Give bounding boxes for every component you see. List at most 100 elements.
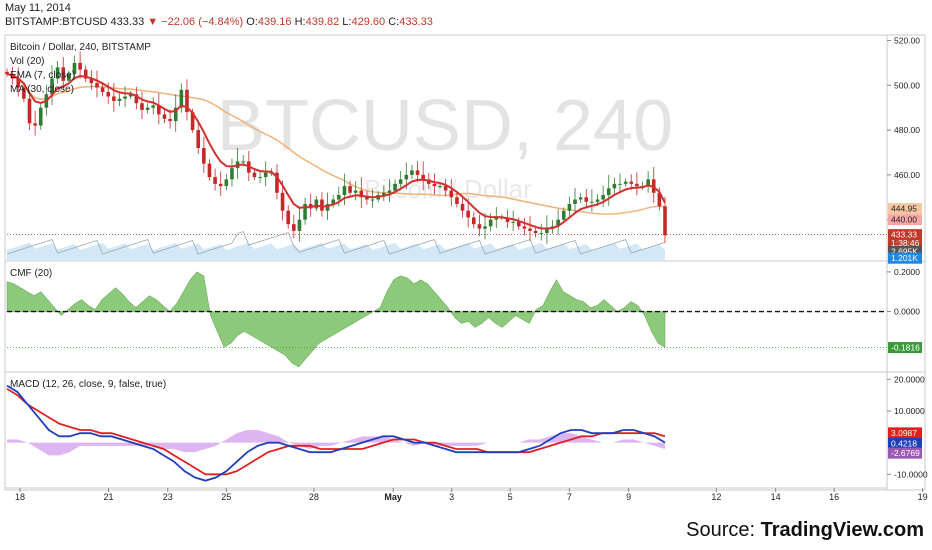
candle-body bbox=[556, 219, 560, 227]
candle-body bbox=[365, 197, 369, 200]
candle-body bbox=[533, 230, 538, 234]
candle-body bbox=[488, 219, 493, 227]
macd-badge bbox=[888, 427, 922, 439]
candle-body bbox=[151, 105, 156, 108]
candle-body bbox=[618, 183, 622, 185]
candle-body bbox=[168, 118, 172, 122]
candle-body bbox=[27, 98, 32, 124]
close-label: C: bbox=[388, 16, 400, 28]
candle-body bbox=[241, 161, 246, 163]
ema-line bbox=[6, 73, 666, 230]
macd-badge-label: 0.4218 bbox=[891, 438, 917, 448]
candle-body bbox=[224, 179, 229, 187]
candle-body bbox=[578, 197, 583, 200]
candle-body bbox=[38, 107, 43, 126]
cmf-area bbox=[6, 271, 666, 368]
price-badge-label: 440.00 bbox=[891, 215, 917, 225]
macd-signal-line bbox=[6, 388, 666, 476]
macd-legend: MACD (12, 26, close, 9, false, true) bbox=[10, 379, 166, 390]
candle-body bbox=[292, 224, 296, 231]
candle-body bbox=[314, 199, 319, 209]
candle-body bbox=[280, 192, 285, 211]
cmf-badge-label: -0.1816 bbox=[891, 343, 920, 353]
price-badge bbox=[888, 214, 922, 226]
candle-body bbox=[612, 183, 617, 189]
candle-body bbox=[140, 103, 144, 110]
change-indicator: ▼ −22.06 (−4.84%) bbox=[147, 16, 243, 28]
candle-body bbox=[584, 197, 589, 202]
price-badge-label: 1:38:46 bbox=[891, 238, 920, 248]
candle-body bbox=[173, 107, 178, 122]
candle-body bbox=[505, 217, 510, 222]
candle-body bbox=[590, 201, 594, 203]
candle-body bbox=[595, 199, 600, 202]
change-value: −22.06 (−4.84%) bbox=[161, 16, 244, 28]
cmf-tick-label: 0.0000 bbox=[894, 307, 920, 317]
time-tick-label: 16 bbox=[829, 492, 839, 502]
candle-body bbox=[117, 98, 122, 101]
time-tick-label: 28 bbox=[309, 492, 319, 502]
candle-body bbox=[646, 179, 650, 187]
candle-body bbox=[455, 197, 459, 204]
watermark-main: BTCUSD, 240 bbox=[217, 86, 673, 166]
time-tick-label: 25 bbox=[221, 492, 231, 502]
candle-body bbox=[5, 71, 9, 75]
candle-body bbox=[100, 87, 105, 92]
candle-body bbox=[494, 217, 499, 220]
source-brand[interactable]: TradingView.com bbox=[760, 519, 924, 541]
time-tick-label: 14 bbox=[771, 492, 781, 502]
candle-body bbox=[471, 217, 476, 225]
high-value: 439.82 bbox=[305, 16, 340, 28]
last-price: 433.33 bbox=[110, 16, 145, 28]
price-badge-label: 2.695K bbox=[891, 246, 918, 256]
candle-body bbox=[460, 204, 465, 211]
open-value: 439.16 bbox=[257, 16, 292, 28]
candle-body bbox=[286, 210, 290, 225]
candle-body bbox=[398, 179, 403, 184]
candle-body bbox=[623, 181, 628, 184]
candle-body bbox=[263, 172, 268, 178]
candle-body bbox=[370, 199, 375, 201]
candle-body bbox=[393, 183, 397, 191]
cmf-legend: CMF (20) bbox=[10, 268, 52, 279]
candle-body bbox=[483, 226, 487, 229]
candle-body bbox=[516, 221, 521, 227]
price-badge bbox=[888, 252, 922, 264]
candle-body bbox=[466, 210, 470, 218]
candle-body bbox=[432, 183, 437, 187]
low-value: 429.60 bbox=[351, 16, 386, 28]
candle-body bbox=[567, 204, 572, 211]
macd-badge-label: -2.6769 bbox=[891, 448, 920, 458]
candle-body bbox=[337, 195, 341, 200]
watermark-sub: Bitcoin / Dollar bbox=[364, 174, 532, 204]
macd-line bbox=[6, 384, 666, 482]
price-badge-label: 433.33 bbox=[891, 230, 917, 240]
price-tick-label: 480.00 bbox=[894, 125, 920, 135]
price-badge-label: 444.95 bbox=[891, 204, 917, 214]
candle-body bbox=[179, 89, 184, 108]
candle-body bbox=[421, 174, 425, 180]
candle-body bbox=[522, 226, 527, 229]
candle-body bbox=[331, 199, 335, 204]
candle-body bbox=[511, 221, 515, 223]
macd-badge bbox=[888, 447, 922, 459]
candle-body bbox=[50, 78, 54, 95]
macd-badge bbox=[888, 437, 922, 449]
time-tick-label: 9 bbox=[626, 492, 631, 502]
candle-body bbox=[320, 199, 324, 211]
time-tick-label: 23 bbox=[163, 492, 173, 502]
candle-body bbox=[190, 112, 195, 131]
symbol-label[interactable]: BITSTAMP:BTCUSD bbox=[5, 16, 108, 28]
candle-body bbox=[545, 228, 549, 234]
candle-body bbox=[528, 228, 532, 231]
candle-body bbox=[387, 190, 392, 193]
candle-body bbox=[353, 190, 358, 193]
candle-body bbox=[382, 192, 386, 196]
candle-body bbox=[95, 83, 99, 88]
cmf-badge bbox=[888, 342, 922, 354]
candle-body bbox=[477, 224, 482, 229]
candle-body bbox=[16, 78, 21, 88]
price-legend-ma: MA (30, close) bbox=[10, 84, 74, 95]
candle-body bbox=[629, 181, 634, 184]
